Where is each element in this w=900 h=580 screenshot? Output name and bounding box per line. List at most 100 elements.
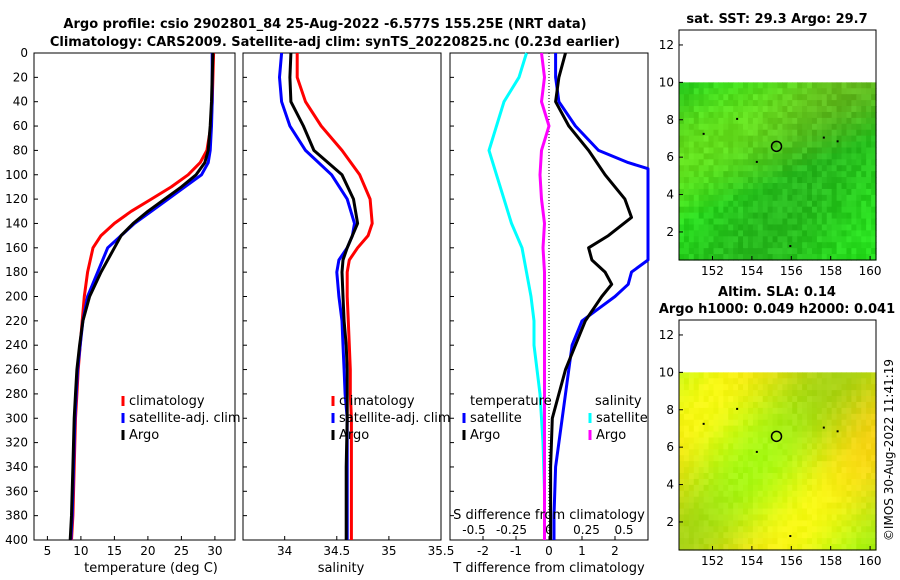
map-cell — [831, 396, 838, 403]
map-cell — [792, 401, 798, 409]
map-cell — [802, 183, 808, 190]
map-cell — [811, 478, 818, 486]
map-cell — [757, 484, 764, 492]
map-cell — [698, 372, 705, 379]
map-cell — [811, 194, 818, 202]
map-cell — [762, 396, 769, 403]
series-line-s-argo — [538, 52, 551, 540]
map-cell — [718, 526, 724, 533]
map-cell — [831, 473, 838, 480]
map-cell — [767, 254, 774, 261]
map-cell — [762, 129, 769, 137]
map-cell — [752, 218, 759, 226]
map-cell — [708, 106, 715, 113]
map-cell — [846, 407, 852, 415]
map-cell — [743, 484, 749, 492]
map-cell — [683, 520, 690, 527]
map-cell — [757, 532, 764, 539]
map-cell — [713, 147, 719, 155]
map-cell — [861, 242, 867, 249]
map-cell — [718, 407, 724, 415]
map-cell — [871, 218, 877, 226]
map-cell — [856, 437, 862, 445]
map-cell — [703, 378, 710, 385]
map-cell — [841, 461, 848, 468]
map-cell — [826, 230, 833, 237]
map-cell — [792, 478, 798, 486]
depth-tick-label: 40 — [13, 95, 28, 109]
map-cell — [747, 425, 754, 433]
map-cell — [679, 236, 685, 243]
map-cell — [841, 396, 848, 403]
map-cell — [792, 135, 798, 143]
map-cell — [816, 544, 823, 551]
map-cell — [747, 467, 754, 474]
map-cell — [846, 413, 852, 421]
map-cell — [851, 437, 857, 445]
map-cell — [713, 437, 719, 445]
map-cell — [772, 183, 779, 190]
map-cell — [723, 242, 729, 249]
map-cell — [703, 242, 710, 249]
map-cell — [698, 413, 705, 421]
map-cell — [807, 177, 813, 184]
map-cell — [831, 183, 838, 190]
map-cell — [777, 431, 784, 439]
depth-tick-label: 120 — [5, 192, 28, 206]
map-cell — [713, 461, 719, 468]
map-cell — [757, 224, 764, 231]
map-cell — [816, 212, 823, 220]
map-x-tick-label: 154 — [740, 264, 763, 278]
map-cell — [792, 129, 798, 137]
map-cell — [708, 147, 715, 155]
map-cell — [811, 147, 818, 155]
map-cell — [767, 538, 774, 545]
map-cell — [811, 123, 818, 131]
map-cell — [851, 419, 857, 427]
map-cell — [762, 248, 769, 255]
map-cell — [683, 159, 690, 166]
map-cell — [757, 254, 764, 261]
map-cell — [693, 372, 700, 379]
map-cell — [772, 117, 779, 125]
map-cell — [718, 165, 724, 172]
map-cell — [728, 390, 734, 397]
map-cell — [866, 123, 872, 131]
map-cell — [738, 490, 744, 498]
map-cell — [767, 378, 774, 385]
map-cell — [743, 165, 749, 172]
map-cell — [807, 248, 813, 255]
map-cell — [861, 153, 867, 160]
map-cell — [831, 165, 838, 172]
map-cell — [733, 82, 739, 89]
map-cell — [693, 242, 700, 249]
map-cell — [733, 401, 739, 409]
map-cell — [836, 111, 843, 119]
map-cell — [679, 484, 685, 492]
map-cell — [836, 188, 843, 196]
map-cell — [856, 532, 862, 539]
map-cell — [747, 135, 754, 143]
map-cell — [846, 147, 852, 155]
map-cell — [811, 443, 818, 450]
map-cell — [708, 248, 715, 255]
map-cell — [836, 194, 843, 202]
map-cell — [826, 455, 833, 462]
map-cell — [718, 171, 724, 178]
map-cell — [713, 230, 719, 237]
map-cell — [797, 473, 803, 480]
map-cell — [708, 478, 715, 486]
map-cell — [782, 455, 788, 462]
map-cell — [792, 123, 798, 131]
map-cell — [836, 544, 843, 551]
map-cell — [782, 206, 788, 214]
map-cell — [871, 490, 877, 498]
map-cell — [797, 419, 803, 427]
map-cell — [831, 390, 838, 397]
map-cell — [703, 100, 710, 107]
map-cell — [836, 508, 843, 516]
map-cell — [708, 390, 715, 397]
map-cell — [851, 230, 857, 237]
map-cell — [826, 159, 833, 166]
map-cell — [752, 254, 759, 261]
